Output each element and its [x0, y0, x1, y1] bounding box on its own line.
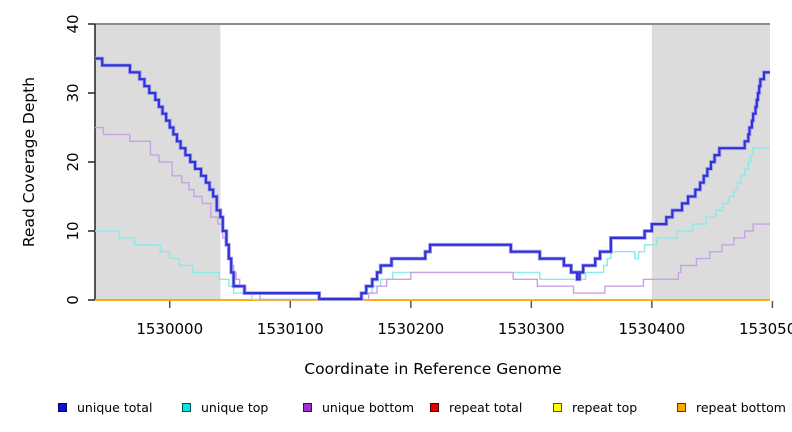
- repeat-region-shading: [95, 24, 221, 300]
- x-tick-label: 1530100: [257, 320, 324, 338]
- x-tick-label: 1530500: [739, 320, 792, 338]
- chart-legend: unique total unique top unique bottom repea…: [0, 0, 792, 415]
- legend-item-repeat-total: repeat total: [430, 399, 522, 415]
- legend-swatch-icon: [677, 402, 686, 412]
- x-tick-label: 1530000: [136, 320, 203, 338]
- legend-label: repeat top: [572, 399, 638, 415]
- legend-item-unique-total: unique total: [58, 399, 152, 415]
- legend-item-unique-top: unique top: [182, 399, 268, 415]
- legend-label: repeat bottom: [696, 399, 786, 415]
- legend-swatch-icon: [58, 402, 67, 412]
- legend-label: unique bottom: [322, 399, 415, 415]
- legend-swatch-icon: [182, 402, 191, 412]
- legend-label: unique top: [201, 399, 269, 415]
- chart-layers: 0 10 20 30 40 1530000 1530100 1530200 1530300 153…: [64, 14, 792, 338]
- legend-label: repeat total: [449, 399, 523, 415]
- y-tick-label: 0: [64, 295, 82, 305]
- legend-item-repeat-bottom: repeat bottom: [677, 399, 786, 415]
- legend-item-repeat-top: repeat top: [553, 399, 637, 415]
- legend-item-unique-bottom: unique bottom: [303, 399, 414, 415]
- y-tick-label: 30: [64, 83, 82, 102]
- x-tick-label: 1530400: [618, 320, 685, 338]
- y-axis-title: Read Coverage Depth: [20, 77, 38, 247]
- y-tick-label: 10: [64, 221, 82, 240]
- legend-swatch-icon: [303, 402, 312, 412]
- legend-label: unique total: [77, 399, 153, 415]
- x-tick-label: 1530300: [498, 320, 565, 338]
- legend-swatch-icon: [553, 402, 562, 412]
- legend-swatch-icon: [430, 402, 439, 412]
- y-tick-label: 20: [64, 152, 82, 171]
- x-tick-label: 1530200: [377, 320, 444, 338]
- series-line-unique-top: [95, 147, 770, 300]
- series-line-unique-total: [95, 57, 770, 301]
- x-axis-title: Coordinate in Reference Genome: [304, 360, 561, 378]
- y-tick-label: 40: [64, 14, 82, 33]
